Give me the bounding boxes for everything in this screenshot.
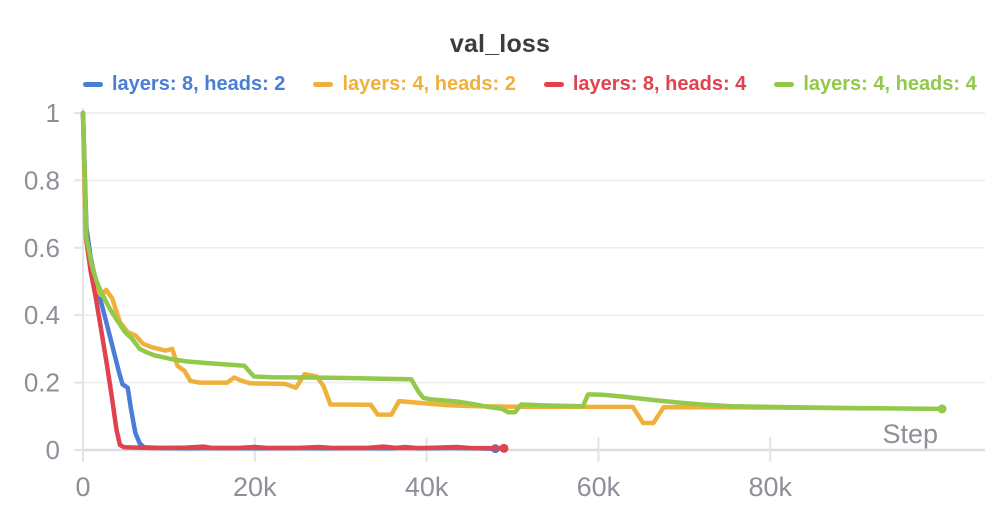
legend-label: layers: 8, heads: 4 <box>572 73 747 95</box>
y-tick-label: 0.8 <box>24 165 60 195</box>
y-tick-label: 0.2 <box>24 368 60 398</box>
y-tick-label: 0 <box>46 435 60 465</box>
x-tick-label: 20k <box>233 472 277 502</box>
series-line-3 <box>80 110 945 415</box>
legend-item-3[interactable]: layers: 4, heads: 4 <box>774 73 977 96</box>
legend-swatch-icon <box>83 82 103 87</box>
x-tick-label: 40k <box>405 472 449 502</box>
chart-legend: layers: 8, heads: 2 layers: 4, heads: 2 la… <box>83 73 977 96</box>
legend-label: layers: 4, heads: 4 <box>803 73 977 95</box>
x-tick-label: 80k <box>748 472 792 502</box>
legend-item-0[interactable]: layers: 8, heads: 2 <box>83 73 285 96</box>
series-line-2 <box>80 110 507 451</box>
x-axis-label: Step <box>882 419 938 449</box>
legend-swatch-icon <box>313 82 334 87</box>
legend-swatch-icon <box>543 82 564 87</box>
x-tick-label: 60k <box>577 472 621 502</box>
legend-label: layers: 4, heads: 2 <box>342 73 516 95</box>
legend-label: layers: 8, heads: 2 <box>112 73 286 95</box>
series-end-dot-3 <box>937 404 947 414</box>
y-tick-label: 0.6 <box>24 233 60 263</box>
series-end-dot-2 <box>499 443 509 453</box>
y-tick-label: 1 <box>46 98 60 128</box>
legend-swatch-icon <box>774 82 795 87</box>
legend-item-1[interactable]: layers: 4, heads: 2 <box>313 73 516 96</box>
y-tick-label: 0.4 <box>24 300 60 330</box>
legend-item-2[interactable]: layers: 8, heads: 4 <box>543 73 747 96</box>
series-line-1 <box>80 110 885 426</box>
chart-title: val_loss <box>449 30 551 58</box>
x-tick-label: 0 <box>75 472 90 502</box>
